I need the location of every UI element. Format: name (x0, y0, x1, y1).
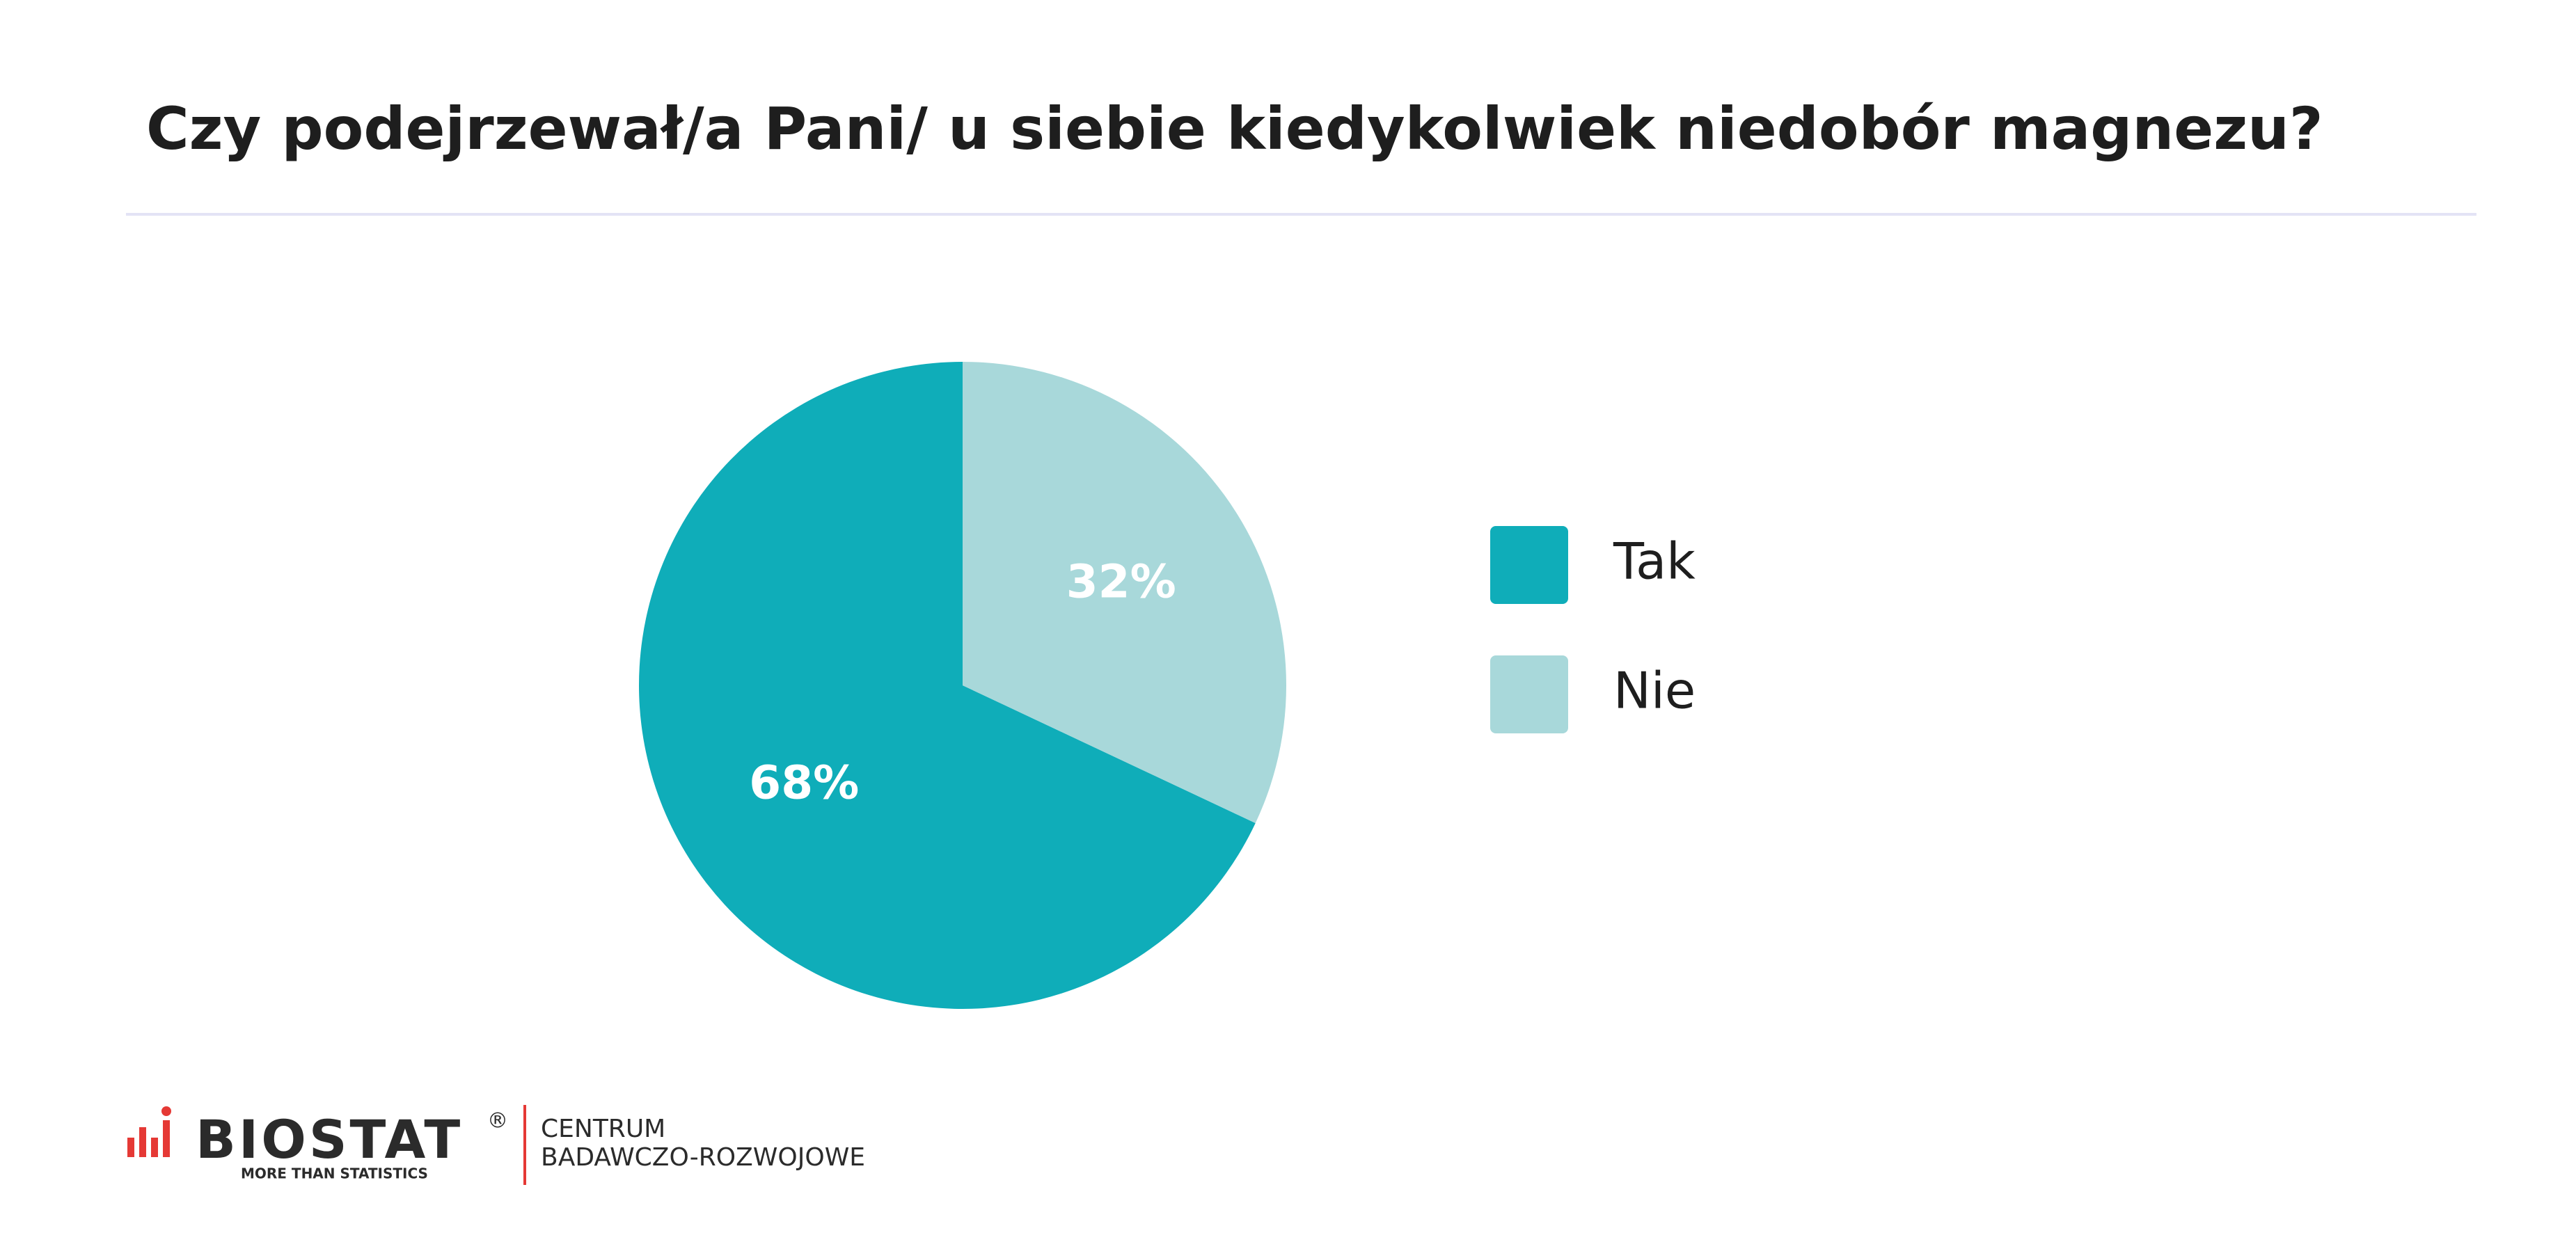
pie-slice (963, 362, 1286, 823)
logo-dot (161, 1106, 171, 1116)
chart-title: Czy podejrzewał/a Pani/ u siebie kiedyko… (146, 95, 2323, 163)
tagline: MORE THAN STATISTICS (241, 1165, 428, 1182)
data-label: 68% (749, 756, 859, 810)
logo-bar (127, 1138, 134, 1157)
logo-bar (139, 1127, 146, 1157)
legend-swatch (1490, 526, 1568, 604)
legend-label: Tak (1613, 532, 1696, 591)
registered-mark: ® (487, 1109, 508, 1133)
unit-line: CENTRUM (541, 1115, 665, 1143)
footer-logo: BIOSTAT ® MORE THAN STATISTICS CENTRUM B… (127, 1105, 865, 1185)
legend-label: Nie (1613, 662, 1696, 720)
logo-bar (163, 1120, 170, 1157)
brand: BIOSTAT (196, 1108, 463, 1170)
unit-line: BADAWCZO-ROZWOJOWE (541, 1143, 865, 1172)
logo-bar (151, 1138, 158, 1157)
data-label: 32% (1066, 555, 1176, 609)
pie-slice (639, 362, 1256, 1009)
legend-swatch (1490, 655, 1568, 733)
